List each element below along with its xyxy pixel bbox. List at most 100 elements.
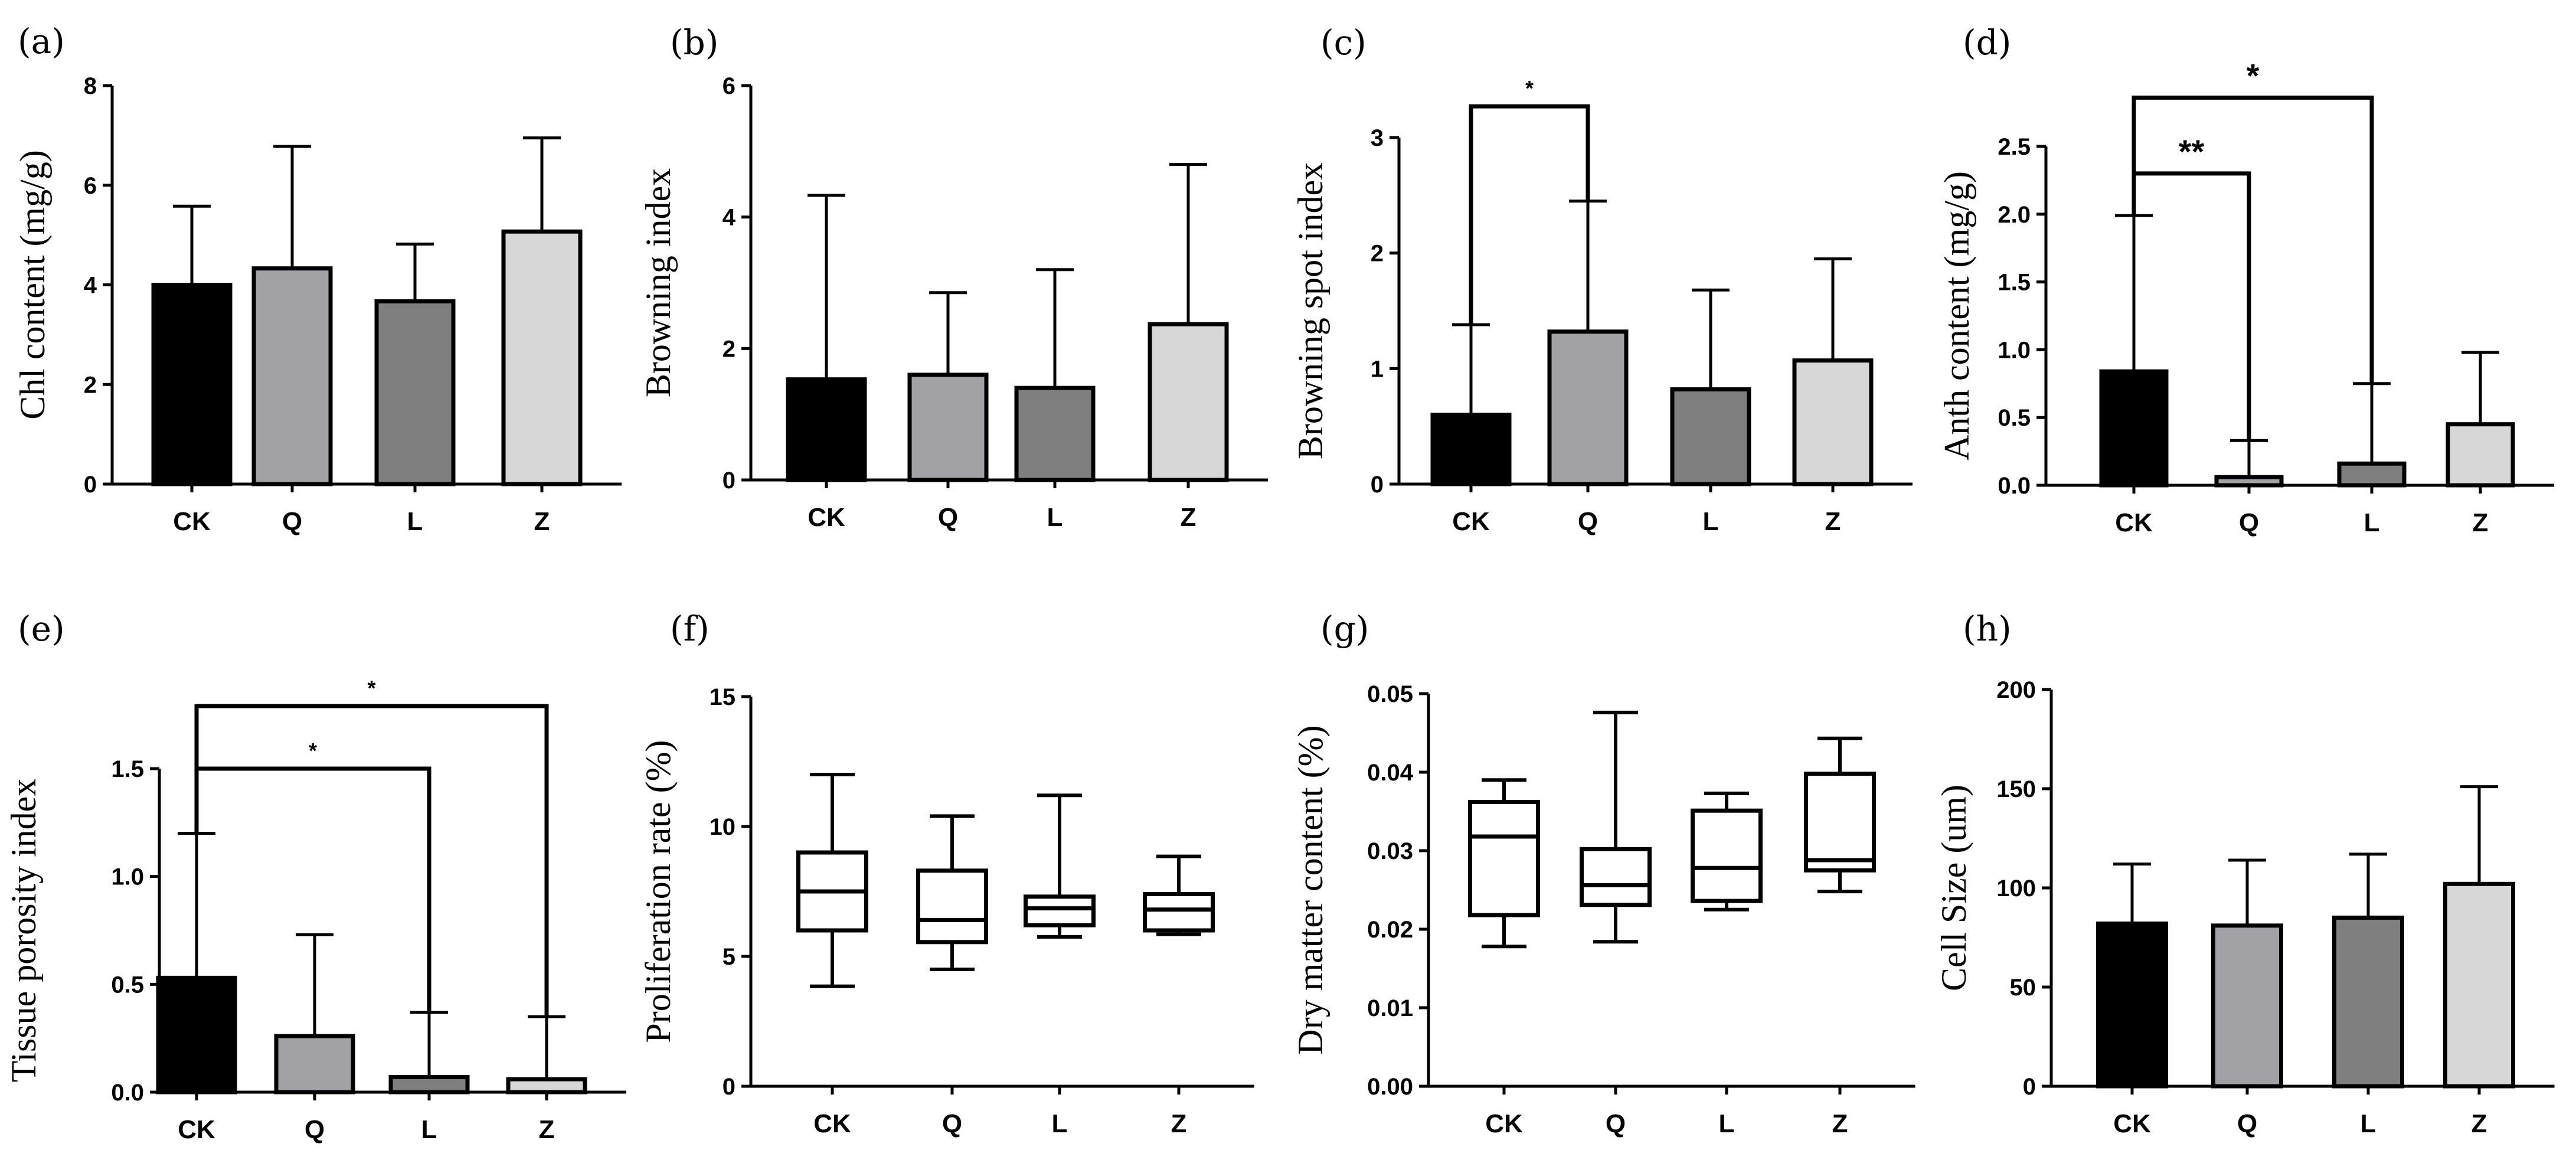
significance-bracket	[2132, 95, 2374, 384]
y-axis-label: Anth content (mg/g)	[1937, 171, 1976, 460]
box	[1468, 800, 1540, 917]
panel-b: (b) Browning index 0 2 4 6 CK Q L Z	[639, 22, 1268, 532]
y-axis-label: Browning spot index	[1291, 162, 1330, 459]
box	[1143, 891, 1215, 933]
x-tick-label: CK	[178, 1115, 215, 1144]
y-tick-label: 2	[723, 336, 735, 362]
bar	[1670, 387, 1751, 486]
significance-bracket	[194, 766, 431, 1012]
y-axis-label: Tissue porosity index	[4, 779, 43, 1083]
y-tick-label: 15	[710, 684, 736, 710]
panel-letter: (b)	[670, 22, 718, 63]
y-tick-label: 1.5	[111, 756, 144, 782]
box	[1024, 894, 1096, 927]
x-tick-label: L	[407, 507, 423, 536]
significance-label: *	[2247, 57, 2260, 94]
x-tick-label: CK	[2113, 1109, 2151, 1138]
y-axis-label: Proliferation rate (%)	[639, 740, 678, 1043]
bar	[907, 373, 989, 482]
x-tick-label: CK	[2115, 508, 2153, 537]
y-tick-label: 0	[84, 472, 97, 498]
y-tick-label: 4	[84, 273, 97, 299]
bar	[388, 1074, 470, 1095]
x-tick-label: CK	[1485, 1109, 1523, 1138]
x-tick-label: CK	[808, 503, 845, 532]
y-tick-label: 6	[84, 173, 97, 199]
y-tick-label: 8	[84, 73, 97, 99]
panel-e: (e) Tissue porosity index 0.0 0.5 1.0 1.5 CK Q L…	[4, 609, 626, 1144]
x-tick-label: Z	[1825, 507, 1841, 536]
y-tick-label: 0.05	[1367, 681, 1413, 707]
y-tick-label: 1.0	[1998, 337, 2031, 363]
x-tick-label: Q	[1578, 507, 1598, 536]
bar	[2211, 923, 2283, 1089]
x-tick-label: L	[1703, 507, 1719, 536]
y-tick-label: 0.01	[1367, 995, 1413, 1021]
y-tick-label: 0.00	[1367, 1074, 1413, 1100]
x-tick-label: L	[1047, 503, 1063, 532]
significance-label: *	[309, 739, 317, 763]
panel-h: (h) Cell Size (um) 0 50 100 150 200 CK Q L Z	[1934, 609, 2555, 1138]
y-tick-label: 4	[723, 205, 736, 231]
panel-g: (g) Dry matter content (%) 0.00 0.01 0.02 0.0…	[1291, 609, 1915, 1138]
bar	[1014, 386, 1096, 482]
panel-letter: (a)	[18, 21, 65, 61]
panel-letter: (c)	[1320, 22, 1367, 63]
significance-bracket	[194, 704, 549, 1017]
x-tick-label: Z	[1832, 1109, 1848, 1138]
box	[1580, 847, 1652, 907]
y-tick-label: 0	[2023, 1074, 2036, 1100]
y-tick-label: 50	[2010, 975, 2036, 1001]
y-tick-label: 0.04	[1367, 760, 1414, 786]
panel-letter: (e)	[18, 609, 65, 649]
bar	[1148, 322, 1229, 482]
panel-letter: (d)	[1963, 22, 2011, 63]
panel-letter: (f)	[670, 609, 710, 649]
panel-a: (a) Chl content (mg/g) 0 2 4 6 8 CK Q L Z	[13, 21, 622, 536]
x-tick-label: Q	[1606, 1109, 1626, 1138]
y-tick-label: 100	[1996, 875, 2036, 901]
x-tick-label: Z	[2472, 1109, 2487, 1138]
bar	[2332, 915, 2404, 1089]
x-tick-label: Q	[938, 503, 958, 532]
panel-f: (f) Proliferation rate (%) 0 5 10 15 CK Q L Z	[639, 609, 1254, 1138]
y-tick-label: 10	[710, 814, 736, 840]
bar	[1547, 329, 1629, 486]
x-tick-label: Q	[2239, 508, 2259, 537]
x-tick-label: L	[421, 1115, 437, 1144]
x-tick-label: Z	[2473, 508, 2489, 537]
significance-bracket	[2132, 171, 2251, 441]
y-tick-label: 1	[1371, 356, 1384, 382]
y-tick-label: 1.0	[111, 864, 144, 890]
x-tick-label: Z	[534, 507, 550, 536]
box	[916, 868, 988, 945]
bar	[506, 1077, 587, 1095]
bar	[2214, 475, 2284, 488]
bar	[1792, 358, 1874, 486]
bar	[274, 1034, 355, 1095]
y-tick-label: 2.0	[1998, 202, 2031, 228]
x-tick-label: Z	[1171, 1109, 1187, 1138]
significance-bracket	[1469, 104, 1590, 325]
bar	[151, 283, 233, 486]
y-tick-label: 0.0	[1998, 473, 2031, 499]
y-tick-label: 200	[1996, 677, 2036, 703]
y-tick-label: 0.03	[1367, 838, 1413, 864]
x-tick-label: Q	[942, 1109, 962, 1138]
bar	[2099, 369, 2169, 488]
bar	[2337, 461, 2407, 488]
x-tick-label: Z	[539, 1115, 555, 1144]
x-tick-label: CK	[1452, 507, 1490, 536]
significance-label: *	[367, 676, 375, 700]
y-tick-label: 0.02	[1367, 917, 1413, 943]
y-tick-label: 6	[723, 73, 735, 99]
significance-label: *	[1525, 76, 1534, 100]
bar	[374, 299, 456, 486]
panel-letter: (g)	[1320, 609, 1369, 649]
bar	[501, 229, 583, 486]
box	[1691, 808, 1763, 903]
significance-label: **	[2179, 133, 2205, 170]
x-tick-label: L	[1719, 1109, 1735, 1138]
x-tick-label: L	[2361, 1109, 2376, 1138]
y-tick-label: 0.0	[111, 1080, 144, 1106]
